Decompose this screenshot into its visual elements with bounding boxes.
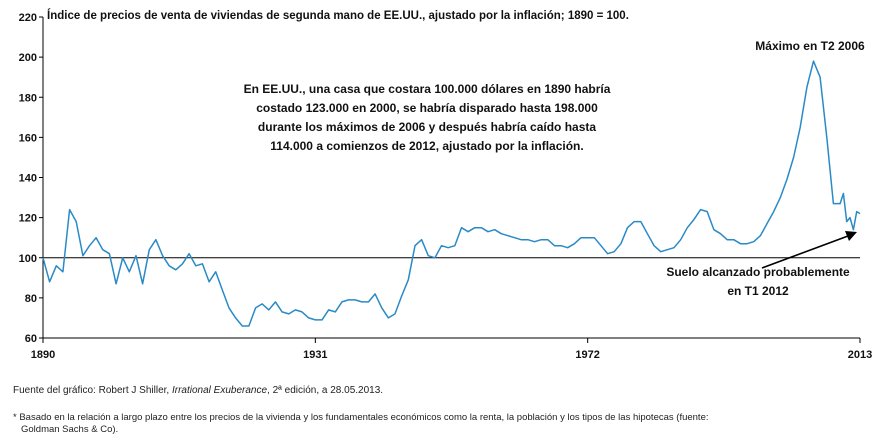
y-axis: 60 80 100 120 140 160 180 200 220: [19, 12, 44, 345]
y-tick-label: 160: [19, 132, 37, 144]
y-tick-label: 60: [25, 333, 37, 345]
info-box-line: costado 123.000 en 2000, se habría dispa…: [256, 101, 598, 115]
x-tick-label: 1890: [31, 349, 55, 361]
x-tick-label: 2013: [848, 349, 872, 361]
floor-annotation-line: en T1 2012: [727, 284, 789, 298]
info-box-line: durante los máximos de 2006 y después ha…: [258, 120, 596, 134]
x-tick-label: 1972: [575, 349, 599, 361]
chart-source: Fuente del gráfico: Robert J Shiller, Ir…: [13, 385, 383, 396]
footnote-line: * Basado en la relación a largo plazo en…: [13, 412, 709, 423]
footnote: * Basado en la relación a largo plazo en…: [13, 412, 873, 436]
floor-arrow-line: [761, 235, 849, 269]
floor-annotation-line: Suelo alcanzado probablemente: [666, 265, 850, 279]
y-tick-label: 180: [19, 92, 37, 104]
info-box-annotation: En EE.UU., una casa que costara 100.000 …: [244, 82, 611, 153]
y-tick-label: 100: [19, 253, 37, 265]
footnote-line: Goldman Sachs & Co).: [21, 424, 119, 435]
y-tick-label: 220: [19, 12, 37, 24]
floor-arrow-head: [845, 231, 857, 241]
info-box-line: En EE.UU., una casa que costara 100.000 …: [244, 82, 611, 96]
y-tick-label: 200: [19, 52, 37, 64]
source-suffix: , 2ª edición, a 28.05.2013.: [267, 385, 384, 396]
plot-area: [42, 60, 861, 327]
info-box-line: 114.000 a comienzos de 2012, ajustado po…: [270, 139, 583, 153]
chart-title: Índice de precios de venta de viviendas …: [47, 10, 629, 22]
source-prefix: Fuente del gráfico: Robert J Shiller,: [13, 385, 172, 396]
series-line: [42, 60, 861, 327]
y-tick-label: 80: [25, 293, 37, 305]
floor-annotation: Suelo alcanzado probablemente en T1 2012: [666, 265, 850, 298]
peak-annotation: Máximo en T2 2006: [755, 39, 865, 53]
source-book-title: Irrational Exuberance: [171, 385, 268, 396]
y-tick-label: 140: [19, 173, 37, 185]
y-tick-label: 120: [19, 213, 37, 225]
x-tick-label: 1931: [303, 349, 327, 361]
x-axis: 1890 1931 1972 2013: [31, 337, 872, 361]
